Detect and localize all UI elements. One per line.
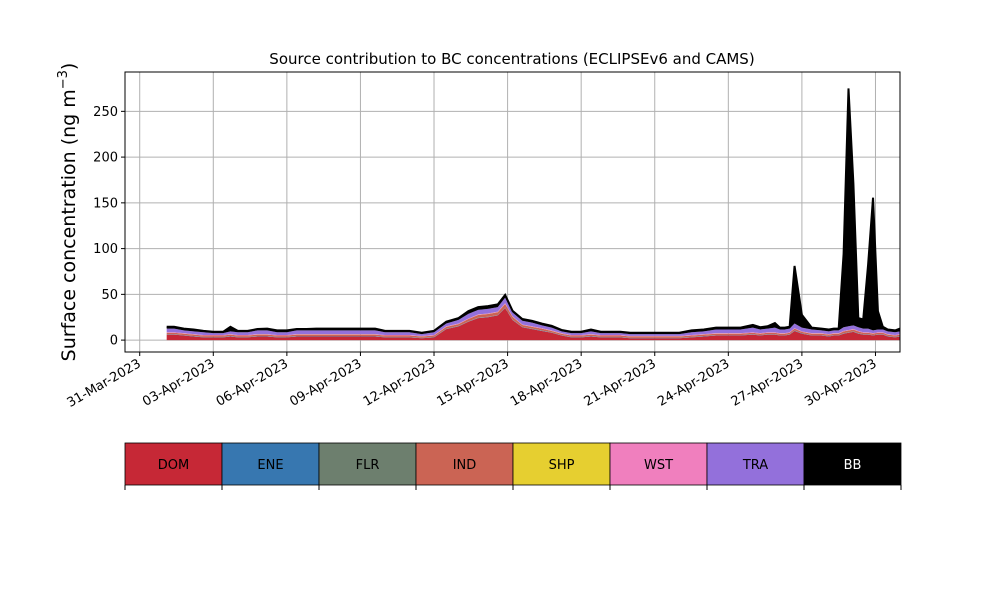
plot-frame [124,71,901,353]
stacked-area-series [166,88,901,341]
x-tick-label: 31-Mar-2023 [65,356,144,410]
x-tick-label: 03-Apr-2023 [140,356,217,409]
axes [124,71,901,353]
y-tick-label: 0 [110,334,118,349]
x-tick-label: 12-Apr-2023 [361,356,438,409]
legend-swatch-dom [124,442,223,486]
series-tra-area [166,297,900,336]
series-ind-area [166,303,900,338]
legend: DOM ENE FLR IND SHP WST TRA BB [124,442,902,490]
y-axis-label-superscript: −3 [56,70,71,89]
legend-swatch-flr [318,442,417,486]
y-tick-label: 200 [93,151,118,166]
x-tick-label: 30-Apr-2023 [802,356,879,409]
legend-label-flr: FLR [356,458,380,473]
legend-swatch-tra [706,442,805,486]
y-tick-label: 100 [93,242,118,257]
legend-label-bb: BB [844,458,862,473]
y-tick-label: 50 [101,288,118,303]
series-bb-area [166,88,900,335]
y-axis-label-main: Surface concentration (ng m [58,89,80,361]
x-tick-label: 27-Apr-2023 [729,356,806,409]
legend-swatch-ene [221,442,320,486]
y-axis-ticks: 0 50 100 150 200 250 [93,105,125,349]
y-axis-label-close: ) [58,63,80,70]
y-tick-label: 150 [93,196,118,211]
y-tick-label: 250 [93,105,118,120]
x-tick-label: 06-Apr-2023 [214,356,291,409]
legend-label-wst: WST [644,458,673,473]
series-dom-area [166,308,900,341]
y-axis-label: Surface concentration (ng m−3) [56,63,80,362]
chart-title: Source contribution to BC concentrations… [269,50,754,68]
x-axis-ticks: 31-Mar-202303-Apr-202306-Apr-202309-Apr-… [65,352,879,411]
legend-label-ind: IND [453,458,477,473]
legend-swatch-wst [609,442,708,486]
legend-label-tra: TRA [742,458,768,473]
x-tick-label: 18-Apr-2023 [508,356,585,409]
legend-swatch-shp [512,442,611,486]
total-outline [166,88,901,334]
x-tick-label: 09-Apr-2023 [287,356,364,409]
legend-label-ene: ENE [257,458,283,473]
x-tick-label: 21-Apr-2023 [582,356,659,409]
x-tick-label: 24-Apr-2023 [655,356,732,409]
legend-label-shp: SHP [549,458,575,473]
x-tick-label: 15-Apr-2023 [434,356,511,409]
legend-swatch-bb [803,442,902,486]
legend-label-dom: DOM [158,458,189,473]
